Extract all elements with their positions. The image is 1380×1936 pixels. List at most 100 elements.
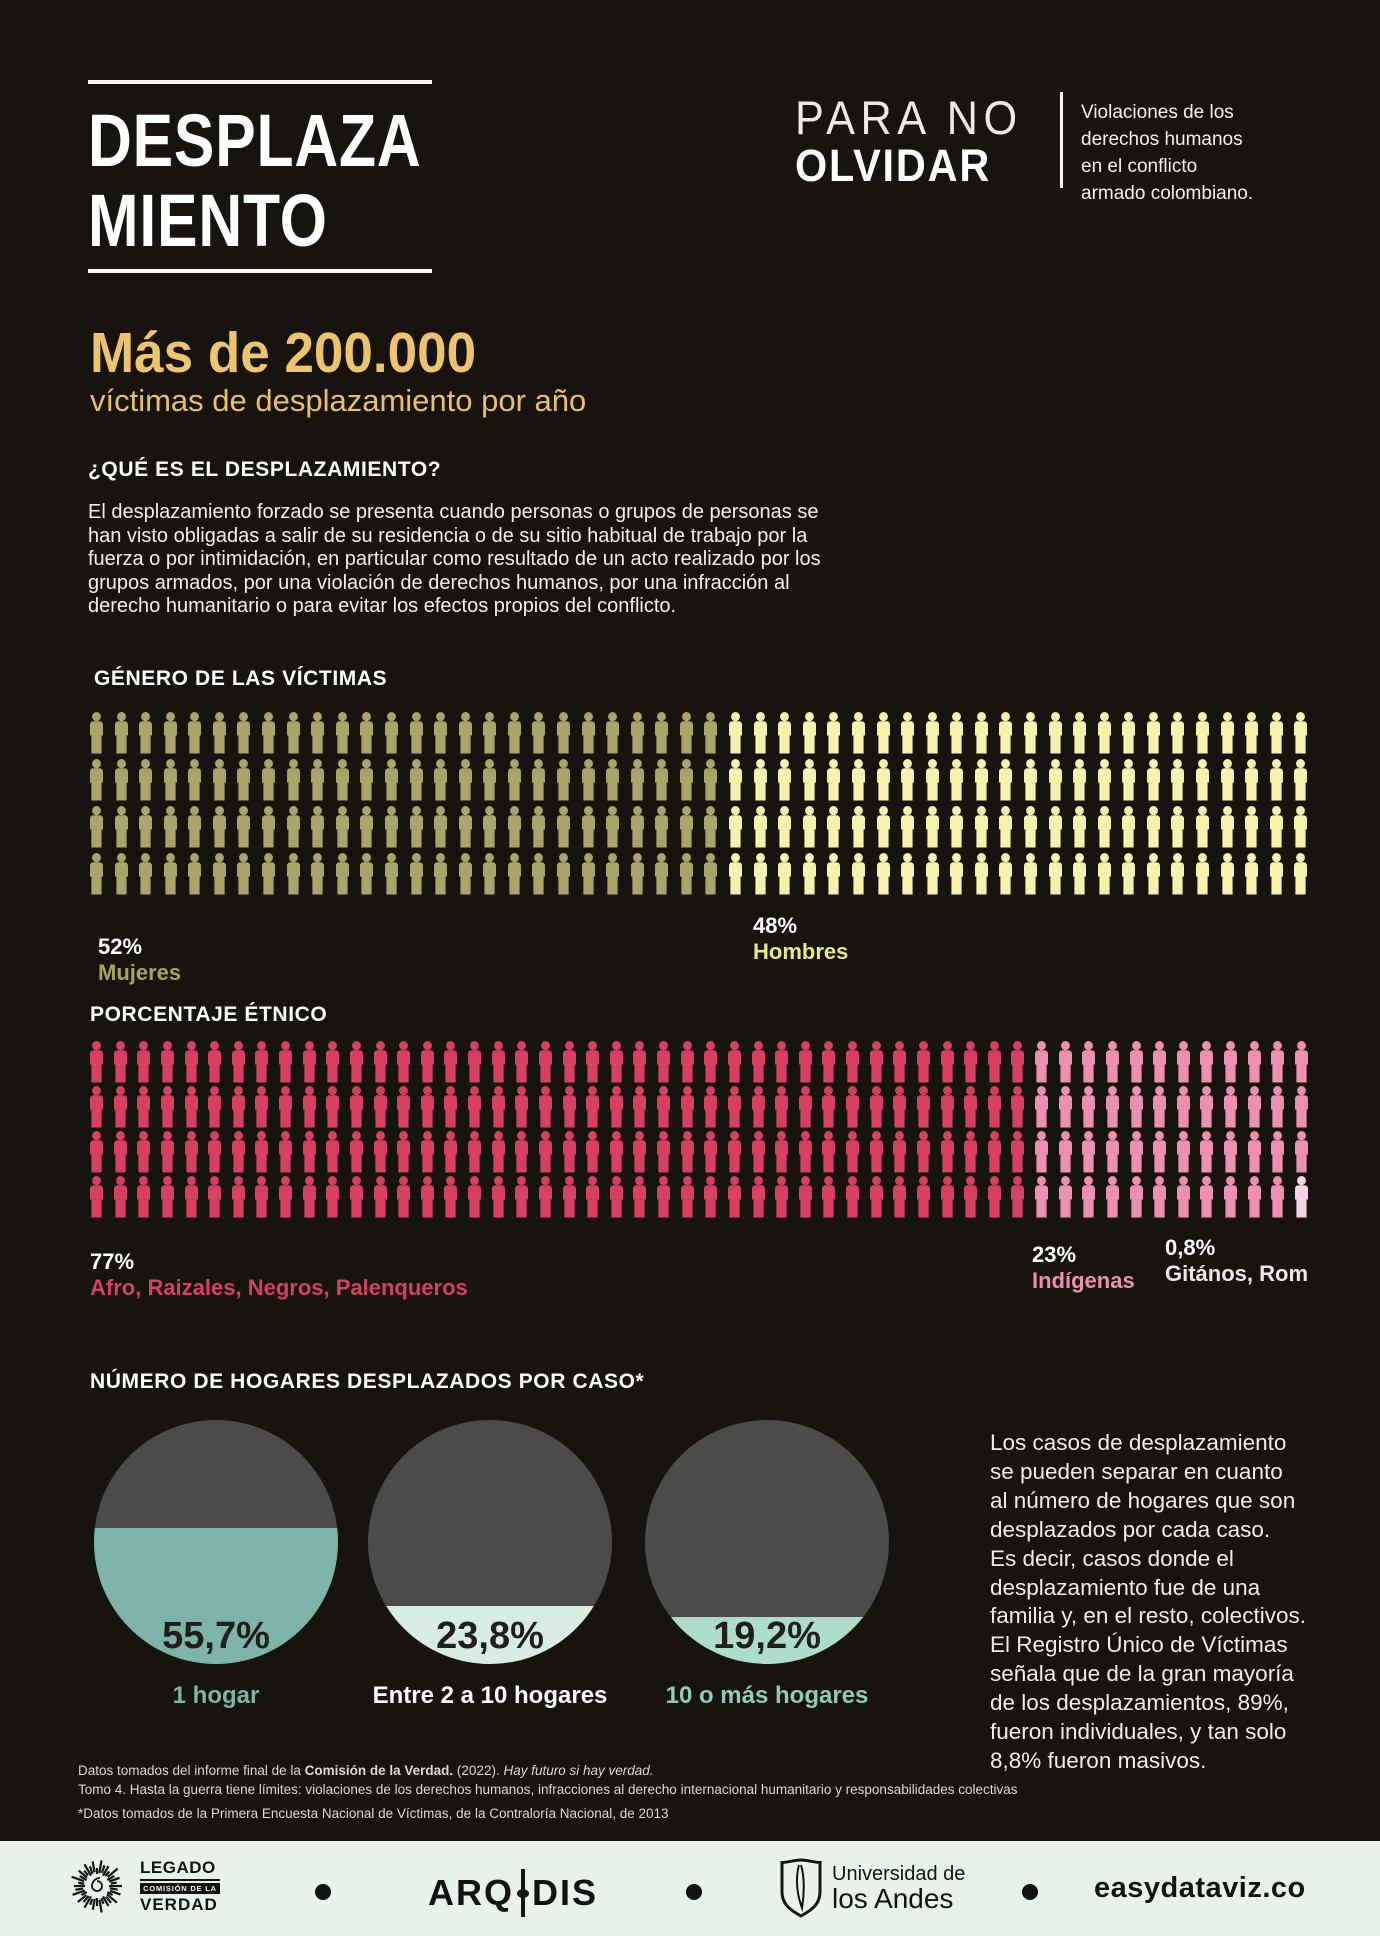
person-icon xyxy=(997,806,1014,848)
person-icon xyxy=(206,1131,223,1173)
person-icon xyxy=(235,712,252,754)
person-icon xyxy=(825,853,842,895)
person-icon xyxy=(88,1041,105,1083)
person-icon xyxy=(206,1086,223,1128)
person-icon xyxy=(1104,1131,1121,1173)
person-icon xyxy=(432,806,449,848)
person-icon xyxy=(997,712,1014,754)
person-icon xyxy=(1057,1086,1074,1128)
person-icon xyxy=(608,1041,625,1083)
person-icon xyxy=(891,1041,908,1083)
person-icon xyxy=(309,712,326,754)
person-icon xyxy=(235,806,252,848)
person-icon xyxy=(679,1041,696,1083)
person-icon xyxy=(580,853,597,895)
afro-label: Afro, Raizales, Negros, Palenqueros xyxy=(90,1275,468,1300)
person-icon xyxy=(481,759,498,801)
person-icon xyxy=(1022,759,1039,801)
person-icon xyxy=(1169,712,1186,754)
circle-percent: 23,8% xyxy=(436,1615,544,1657)
person-icon xyxy=(727,712,744,754)
person-icon xyxy=(1104,1041,1121,1083)
person-icon xyxy=(490,1041,507,1083)
circle-caption: 1 hogar xyxy=(172,1682,260,1709)
person-icon xyxy=(432,853,449,895)
pictograph-row xyxy=(88,1176,1310,1218)
person-icon xyxy=(750,1176,767,1218)
person-icon xyxy=(183,1041,200,1083)
uniandes-text: Universidad de los Andes xyxy=(832,1858,965,1918)
person-icon xyxy=(776,853,793,895)
person-icon xyxy=(235,853,252,895)
person-icon xyxy=(1243,853,1260,895)
person-icon xyxy=(899,853,916,895)
pictograph-row xyxy=(88,759,1310,801)
person-icon xyxy=(537,1131,554,1173)
person-icon xyxy=(277,1176,294,1218)
person-icon xyxy=(1293,1131,1310,1173)
person-icon xyxy=(1033,1086,1050,1128)
person-icon xyxy=(820,1131,837,1173)
rom-percent: 0,8% xyxy=(1165,1235,1216,1260)
person-icon xyxy=(537,1176,554,1218)
circle-shape xyxy=(645,1420,889,1664)
person-icon xyxy=(1198,1131,1215,1173)
person-icon xyxy=(584,1176,601,1218)
person-icon xyxy=(537,1086,554,1128)
person-icon xyxy=(653,853,670,895)
person-icon xyxy=(1293,1176,1310,1218)
person-icon xyxy=(850,853,867,895)
person-icon xyxy=(580,759,597,801)
person-icon xyxy=(1175,1131,1192,1173)
person-icon xyxy=(112,1131,129,1173)
person-icon xyxy=(899,806,916,848)
person-icon xyxy=(513,1086,530,1128)
person-icon xyxy=(162,759,179,801)
person-icon xyxy=(1151,1176,1168,1218)
person-icon xyxy=(1293,1086,1310,1128)
person-icon xyxy=(481,806,498,848)
person-icon xyxy=(88,806,105,848)
person-icon xyxy=(1009,1131,1026,1173)
person-icon xyxy=(112,1176,129,1218)
person-icon xyxy=(973,712,990,754)
person-icon xyxy=(962,1131,979,1173)
person-icon xyxy=(277,1131,294,1173)
person-icon xyxy=(629,806,646,848)
hombres-percent: 48% xyxy=(753,913,798,938)
circle-caption: 10 o más hogares xyxy=(665,1682,869,1709)
person-icon xyxy=(1175,1176,1192,1218)
person-icon xyxy=(584,1131,601,1173)
person-icon xyxy=(113,853,130,895)
person-icon xyxy=(183,1176,200,1218)
person-icon xyxy=(825,759,842,801)
person-icon xyxy=(973,806,990,848)
person-icon xyxy=(1120,712,1137,754)
person-icon xyxy=(1243,806,1260,848)
person-icon xyxy=(752,712,769,754)
arqdis-dis: DIS xyxy=(532,1872,599,1913)
household-circle: 55,7% 1 hogar xyxy=(94,1420,338,1708)
person-icon xyxy=(230,1041,247,1083)
person-icon xyxy=(309,806,326,848)
person-icon xyxy=(235,759,252,801)
person-icon xyxy=(631,1086,648,1128)
person-icon xyxy=(230,1086,247,1128)
person-icon xyxy=(506,712,523,754)
person-icon xyxy=(584,1086,601,1128)
person-icon xyxy=(1269,1086,1286,1128)
afro-percent: 77% xyxy=(90,1249,135,1274)
person-icon xyxy=(773,1086,790,1128)
person-icon xyxy=(466,1131,483,1173)
person-icon xyxy=(962,1041,979,1083)
person-icon xyxy=(604,853,621,895)
person-icon xyxy=(1096,712,1113,754)
uniandes-logo: Universidad de los Andes xyxy=(778,1858,965,1918)
person-icon xyxy=(408,806,425,848)
person-icon xyxy=(285,853,302,895)
household-circle: 19,2% 10 o más hogares xyxy=(645,1420,889,1708)
person-icon xyxy=(211,712,228,754)
circle-fill xyxy=(94,1528,338,1664)
person-icon xyxy=(186,712,203,754)
person-icon xyxy=(137,853,154,895)
